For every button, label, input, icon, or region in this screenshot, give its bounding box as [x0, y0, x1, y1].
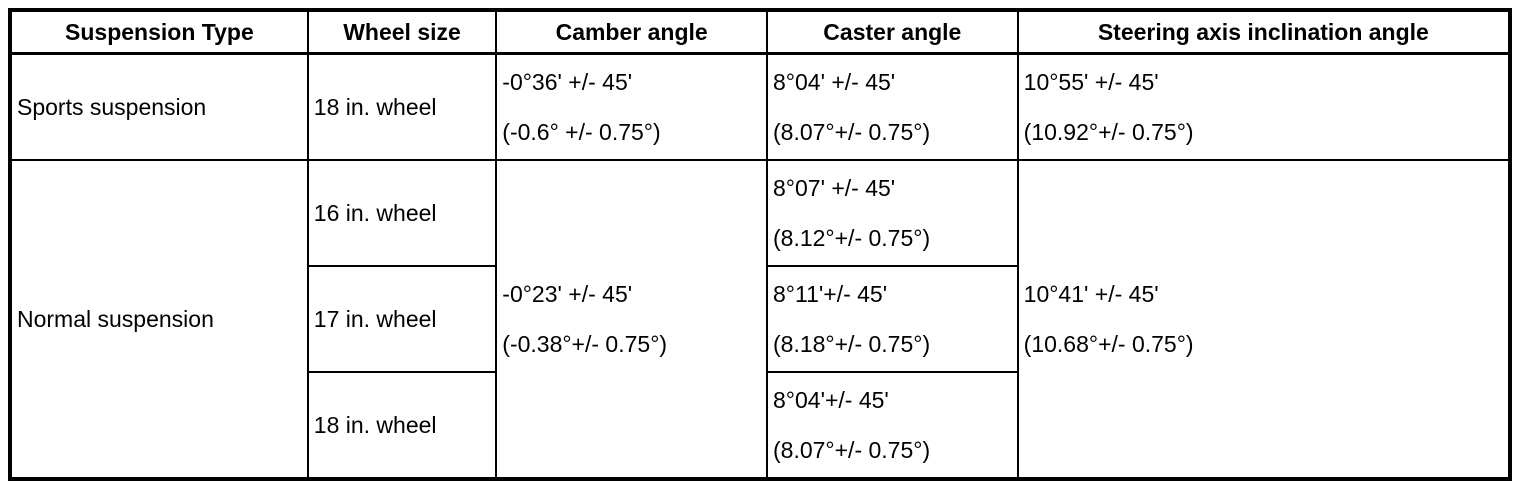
cell-normal-steering: 10°41' +/- 45' (10.68°+/- 0.75°)	[1016, 159, 1512, 480]
value-line: 10°41' +/- 45'	[1023, 281, 1159, 307]
value-line: (-0.38°+/- 0.75°)	[502, 331, 668, 357]
cell-normal-caster-16: 8°07' +/- 45' (8.12°+/- 0.75°)	[766, 159, 1019, 267]
value-line: 8°07' +/- 45'	[773, 175, 896, 201]
table-row-sports: Sports suspension 18 in. wheel -0°36' +/…	[9, 52, 1512, 161]
value-line: (8.12°+/- 0.75°)	[773, 225, 931, 251]
value-line: (10.68°+/- 0.75°)	[1023, 331, 1194, 357]
cell-normal-wheel-size-16: 16 in. wheel	[306, 159, 498, 267]
value-line: (8.18°+/- 0.75°)	[773, 331, 931, 357]
cell-normal-camber: -0°23' +/- 45' (-0.38°+/- 0.75°)	[495, 159, 768, 480]
cell-normal-suspension-type: Normal suspension	[9, 159, 309, 480]
cell-normal-wheel-size-17: 17 in. wheel	[306, 265, 498, 373]
header-steering-axis-inclination-angle: Steering axis inclination angle	[1016, 9, 1512, 55]
table-row-normal-17: 17 in. wheel 8°11'+/- 45' (8.18°+/- 0.75…	[10, 265, 1510, 373]
header-suspension-type: Suspension Type	[9, 9, 309, 55]
value-line: 8°04'+/- 45'	[773, 387, 889, 413]
value-line: -0°23' +/- 45'	[502, 281, 633, 307]
value-line: 8°04' +/- 45'	[773, 69, 896, 95]
value-line: 8°11'+/- 45'	[773, 281, 888, 307]
header-row: Suspension Type Wheel size Camber angle …	[9, 9, 1512, 55]
header-caster-angle: Caster angle	[766, 9, 1019, 55]
value-line: 10°55' +/- 45'	[1023, 69, 1159, 95]
cell-sports-steering: 10°55' +/- 45' (10.92°+/- 0.75°)	[1016, 52, 1512, 161]
cell-normal-caster-17: 8°11'+/- 45' (8.18°+/- 0.75°)	[766, 265, 1019, 373]
value-line: -0°36' +/- 45'	[502, 69, 633, 95]
cell-sports-suspension-type: Sports suspension	[9, 52, 309, 161]
value-line: (8.07°+/- 0.75°)	[773, 119, 931, 145]
cell-normal-caster-18: 8°04'+/- 45' (8.07°+/- 0.75°)	[766, 371, 1019, 480]
value-line: (-0.6° +/- 0.75°)	[502, 119, 661, 145]
cell-sports-wheel-size: 18 in. wheel	[306, 52, 498, 161]
value-line: (10.92°+/- 0.75°)	[1023, 119, 1194, 145]
header-camber-angle: Camber angle	[495, 9, 768, 55]
header-wheel-size: Wheel size	[306, 9, 498, 55]
wheel-alignment-spec-table: Suspension Type Wheel size Camber angle …	[8, 8, 1512, 481]
table-row-normal-16: Normal suspension 16 in. wheel -0°23' +/…	[9, 159, 1512, 480]
value-line: (8.07°+/- 0.75°)	[773, 437, 931, 463]
cell-normal-wheel-size-18: 18 in. wheel	[306, 371, 498, 480]
cell-sports-caster: 8°04' +/- 45' (8.07°+/- 0.75°)	[766, 52, 1019, 161]
cell-sports-camber: -0°36' +/- 45' (-0.6° +/- 0.75°)	[495, 52, 768, 161]
